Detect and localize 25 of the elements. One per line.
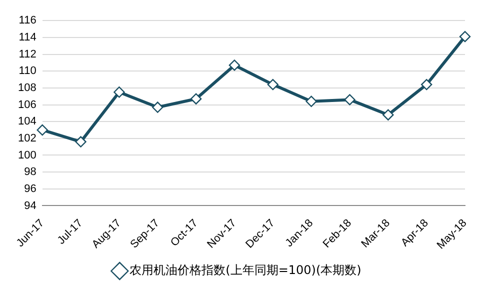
y-tick-label: 114 bbox=[18, 31, 36, 44]
y-tick-label: 106 bbox=[18, 98, 36, 111]
point bbox=[36, 124, 48, 136]
y-tick-label: 104 bbox=[18, 116, 36, 128]
y-tick-label: 116 bbox=[18, 14, 36, 27]
legend-label: 农用机油价格指数(上年同期=100)(本期数) bbox=[130, 263, 362, 278]
y-tick-label: 96 bbox=[24, 182, 36, 195]
y-tick-label: 100 bbox=[18, 149, 36, 162]
y-tick-label: 110 bbox=[18, 65, 36, 78]
point bbox=[228, 60, 240, 71]
y-tick-label: 98 bbox=[24, 166, 36, 178]
point bbox=[75, 136, 86, 148]
point bbox=[190, 93, 202, 104]
point bbox=[420, 78, 432, 90]
point bbox=[114, 86, 125, 98]
point bbox=[152, 102, 164, 113]
y-tick-label: 108 bbox=[18, 82, 36, 94]
y-tick-label: 94 bbox=[24, 200, 36, 212]
point bbox=[267, 78, 278, 90]
point bbox=[459, 30, 471, 42]
point bbox=[382, 109, 394, 120]
point bbox=[306, 96, 317, 107]
y-tick-label: 102 bbox=[18, 132, 36, 144]
y-tick-label: 112 bbox=[18, 48, 36, 60]
point bbox=[344, 94, 356, 106]
